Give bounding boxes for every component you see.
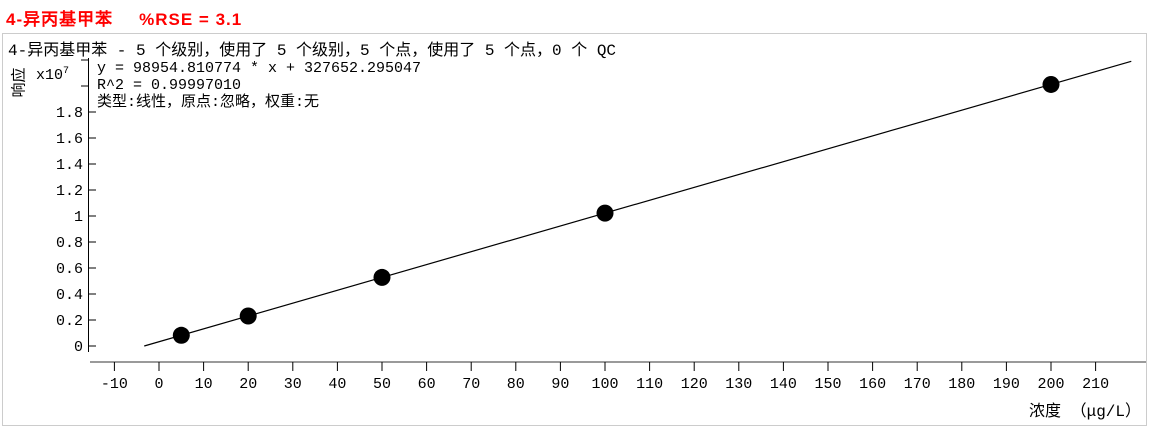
y-tick-label: 0.2 [56,313,83,330]
y-axis-scale-label: x107 [36,66,69,84]
x-tick-label: 210 [1082,376,1109,393]
x-tick-label: 60 [418,376,436,393]
y-tick-label: 1 [74,209,83,226]
y-tick-label: 0.6 [56,261,83,278]
y-tick-label: 0.4 [56,287,83,304]
x-axis-title: 浓度 （μg/L） [1028,403,1141,421]
x-tick-label: 10 [195,376,213,393]
calibration-point [596,204,614,222]
x-tick-label: 190 [993,376,1020,393]
x-tick-label: 70 [462,376,480,393]
rse-value: %RSE = 3.1 [139,10,243,29]
fit-line [144,60,1132,347]
x-tick-label: -10 [101,376,128,393]
calibration-point [1042,75,1060,93]
y-scale-mantissa: x10 [36,67,64,84]
x-tick-label: 80 [507,376,525,393]
fit-model: 类型:线性，原点:忽略，权重:无 [97,94,320,111]
compound-name: 4-异丙基甲苯 [6,10,114,29]
compound-title: 4-异丙基甲苯 %RSE = 3.1 [6,5,242,30]
y-tick-label: 0.8 [56,235,83,252]
x-tick-label: 180 [948,376,975,393]
x-tick-label: 50 [373,376,391,393]
y-tick-label: 0 [74,339,83,356]
curve-summary: 4-异丙基甲苯 - 5 个级别，使用了 5 个级别，5 个点，使用了 5 个点，… [8,42,617,60]
y-tick-label: 1.6 [56,131,83,148]
x-tick-label: 140 [770,376,797,393]
fit-equation: y = 98954.810774 * x + 327652.295047 [97,60,422,77]
x-tick-label: 120 [681,376,708,393]
x-tick-label: 130 [725,376,752,393]
x-tick-label: 30 [284,376,302,393]
x-tick-label: 160 [859,376,886,393]
fit-info-block: y = 98954.810774 * x + 327652.295047 R^2… [97,60,421,111]
calibration-point [172,326,190,344]
fit-r-squared: R^2 = 0.99997010 [97,77,242,94]
chart-panel [2,33,1147,426]
x-tick-label: 100 [591,376,618,393]
y-scale-exponent: 7 [63,66,70,77]
y-tick-label: 1.2 [56,183,83,200]
x-tick-label: 40 [328,376,346,393]
calibration-point [239,307,257,325]
y-tick-label: 1.8 [56,105,83,122]
x-tick-label: 90 [551,376,569,393]
x-tick-label: 0 [154,376,163,393]
x-tick-label: 110 [636,376,663,393]
x-tick-label: 150 [814,376,841,393]
calibration-point [373,268,391,286]
y-tick-label: 1.4 [56,157,83,174]
x-tick-label: 20 [239,376,257,393]
x-tick-label: 170 [904,376,931,393]
x-tick-label: 200 [1037,376,1064,393]
